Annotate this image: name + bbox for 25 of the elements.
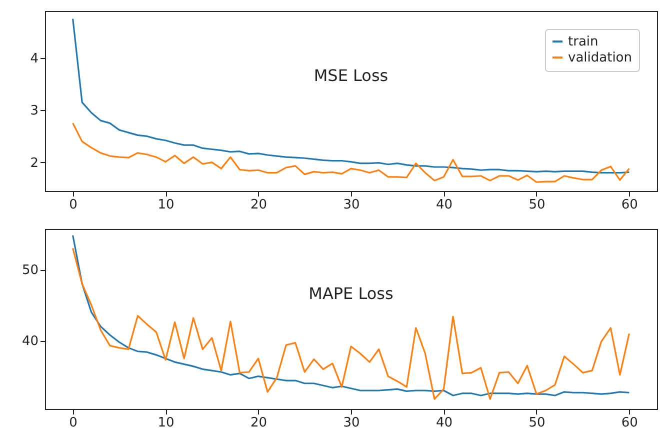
x-tick-label: 50 (528, 198, 546, 212)
x-tick-label: 50 (528, 416, 546, 430)
y-tick-label: 2 (30, 156, 38, 171)
x-tick-label: 10 (158, 198, 174, 212)
annotation: MAPE Loss (308, 284, 394, 303)
x-tick-label: 0 (69, 198, 78, 212)
y-tick-label: 4 (30, 51, 38, 66)
annotation: MSE Loss (314, 66, 388, 85)
x-tick-label: 20 (250, 416, 268, 430)
x-tick-label: 60 (621, 416, 638, 430)
legend-label: validation (568, 50, 632, 66)
x-tick-label: 60 (621, 198, 638, 212)
y-tick-label: 3 (30, 104, 38, 119)
x-tick-label: 40 (436, 198, 452, 212)
x-tick-label: 30 (343, 416, 360, 430)
line-series (72, 18, 630, 174)
line-series (72, 122, 630, 183)
y-tick-label: 40 (22, 334, 38, 350)
x-tick-label: 40 (436, 416, 452, 430)
x-tick-label: 10 (158, 416, 174, 430)
y-tick-label: 50 (22, 263, 38, 278)
x-tick-label: 20 (250, 198, 268, 212)
x-tick-label: 30 (343, 198, 360, 212)
x-tick-label: 0 (69, 416, 78, 430)
legend-label: train (568, 34, 598, 50)
